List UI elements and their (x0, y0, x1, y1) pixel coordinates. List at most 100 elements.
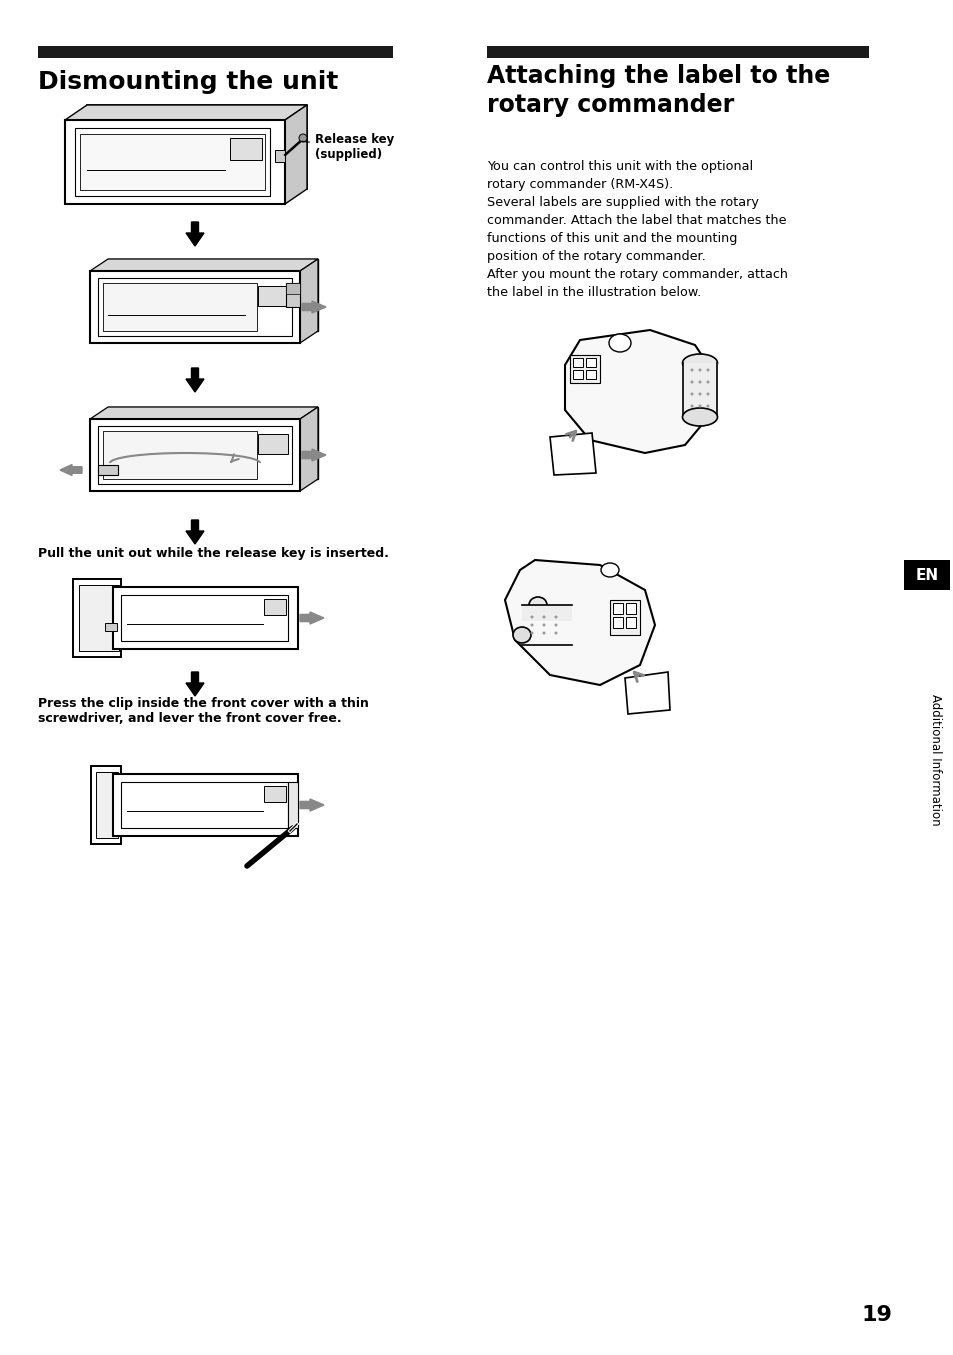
Text: 19: 19 (861, 1305, 891, 1325)
Bar (625, 603, 636, 614)
Bar (257, 286, 288, 306)
Text: EN: EN (915, 568, 938, 583)
Polygon shape (186, 369, 204, 392)
Ellipse shape (600, 562, 618, 577)
Text: Dismounting the unit: Dismounting the unit (38, 70, 338, 93)
Bar (569, 355, 599, 383)
Bar (573, 370, 582, 379)
Circle shape (542, 631, 545, 634)
Bar (288, 782, 297, 828)
Circle shape (706, 405, 709, 408)
Bar (75, 127, 270, 196)
Bar (91, 766, 121, 844)
Bar (65, 121, 285, 205)
Bar (121, 782, 288, 828)
Circle shape (690, 369, 693, 371)
Bar (80, 134, 265, 190)
Text: Attaching the label to the
rotary commander: Attaching the label to the rotary comman… (486, 64, 829, 117)
Polygon shape (108, 406, 317, 480)
Polygon shape (87, 104, 307, 188)
Bar (521, 604, 572, 621)
Circle shape (542, 615, 545, 618)
Bar (121, 595, 288, 641)
Polygon shape (60, 465, 82, 476)
Circle shape (698, 393, 700, 396)
Circle shape (554, 623, 557, 626)
Bar (264, 786, 286, 802)
Bar (486, 46, 868, 58)
Circle shape (554, 631, 557, 634)
Circle shape (690, 393, 693, 396)
Ellipse shape (681, 354, 717, 373)
Bar (230, 138, 262, 160)
Ellipse shape (608, 333, 630, 352)
Polygon shape (186, 520, 204, 543)
Circle shape (530, 623, 533, 626)
Polygon shape (108, 259, 317, 331)
Polygon shape (624, 672, 669, 714)
Circle shape (530, 631, 533, 634)
Polygon shape (504, 560, 655, 686)
Bar (73, 579, 121, 657)
Polygon shape (186, 672, 204, 696)
Polygon shape (299, 799, 324, 812)
Circle shape (706, 381, 709, 383)
Text: Additional Information: Additional Information (928, 694, 942, 825)
Bar (98, 465, 118, 476)
Bar (903, 560, 949, 589)
Bar (103, 283, 256, 331)
Bar (90, 419, 299, 491)
Ellipse shape (681, 408, 717, 425)
Bar (682, 363, 718, 417)
Ellipse shape (513, 627, 531, 644)
Bar (112, 774, 297, 836)
Circle shape (298, 134, 307, 142)
Polygon shape (285, 104, 307, 205)
Bar (625, 617, 636, 627)
Polygon shape (299, 406, 317, 491)
Text: Pull the unit out while the release key is inserted.: Pull the unit out while the release key … (38, 547, 389, 560)
Bar (105, 623, 117, 631)
Bar (264, 599, 286, 615)
Circle shape (690, 381, 693, 383)
Bar (573, 358, 582, 367)
Polygon shape (299, 259, 317, 343)
Circle shape (542, 623, 545, 626)
Bar (38, 46, 393, 58)
Polygon shape (186, 222, 204, 247)
Circle shape (706, 369, 709, 371)
Bar (286, 283, 299, 308)
Bar (286, 283, 299, 294)
Ellipse shape (529, 598, 546, 612)
Polygon shape (564, 331, 714, 453)
Bar (103, 431, 256, 480)
Polygon shape (302, 301, 326, 313)
Text: You can control this unit with the optional
rotary commander (RM-X4S).
Several l: You can control this unit with the optio… (486, 160, 787, 299)
Circle shape (706, 393, 709, 396)
Bar (257, 434, 288, 454)
Circle shape (698, 381, 700, 383)
Bar (585, 370, 596, 379)
Bar (98, 425, 292, 484)
Polygon shape (299, 612, 324, 625)
Circle shape (690, 405, 693, 408)
Circle shape (554, 615, 557, 618)
Bar (79, 585, 119, 650)
Polygon shape (65, 104, 307, 121)
Bar (98, 278, 292, 336)
Bar (90, 271, 299, 343)
Bar (112, 587, 297, 649)
Bar (609, 600, 639, 635)
Polygon shape (550, 434, 596, 476)
Bar (274, 150, 285, 163)
Circle shape (698, 405, 700, 408)
Bar (96, 772, 118, 837)
Circle shape (698, 369, 700, 371)
Circle shape (530, 615, 533, 618)
Text: Release key
(supplied): Release key (supplied) (301, 133, 394, 161)
Polygon shape (302, 449, 326, 461)
Polygon shape (90, 259, 317, 271)
Bar (613, 617, 622, 627)
Polygon shape (90, 406, 317, 419)
Bar (585, 358, 596, 367)
